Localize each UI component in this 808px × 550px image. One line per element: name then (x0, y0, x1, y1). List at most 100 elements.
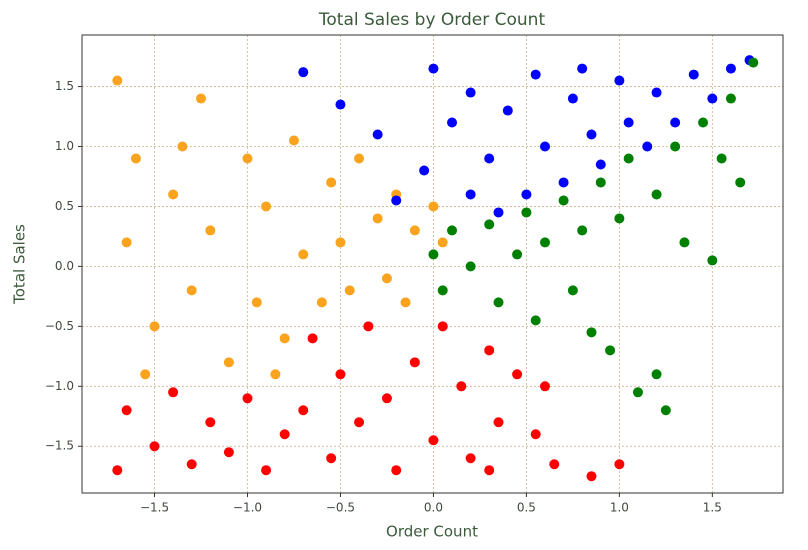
point (316, 297, 327, 308)
point (409, 225, 420, 236)
point (577, 225, 588, 236)
x-tick-label: 0.5 (517, 501, 536, 515)
point (748, 57, 759, 68)
point (567, 285, 578, 296)
point (502, 105, 513, 116)
point (112, 465, 123, 476)
x-tick-label: −0.5 (326, 501, 355, 515)
point (484, 465, 495, 476)
point (270, 369, 281, 380)
point (326, 453, 337, 464)
point (149, 441, 160, 452)
y-tick-label: 1.5 (55, 79, 74, 93)
point (121, 237, 132, 248)
point (391, 465, 402, 476)
point (326, 177, 337, 188)
point (707, 255, 718, 266)
point (465, 261, 476, 272)
point (447, 225, 458, 236)
y-tick-label: 1.0 (55, 139, 74, 153)
point (298, 249, 309, 260)
point (391, 195, 402, 206)
point (168, 387, 179, 398)
point (112, 75, 123, 86)
point (642, 141, 653, 152)
point (335, 99, 346, 110)
point (279, 429, 290, 440)
point (521, 207, 532, 218)
point (688, 69, 699, 80)
point (670, 141, 681, 152)
point (614, 459, 625, 470)
point (465, 87, 476, 98)
point (623, 153, 634, 164)
y-tick-label: 0.0 (55, 259, 74, 273)
point (428, 201, 439, 212)
point (623, 117, 634, 128)
y-tick-label: 0.5 (55, 199, 74, 213)
point (242, 393, 253, 404)
x-axis-label: Order Count (386, 523, 478, 541)
x-tick-label: 1.0 (610, 501, 629, 515)
point (261, 201, 272, 212)
point (428, 63, 439, 74)
x-tick-label: −1.0 (233, 501, 262, 515)
x-tick-label: −1.5 (140, 501, 169, 515)
point (670, 117, 681, 128)
point (447, 117, 458, 128)
point (493, 207, 504, 218)
point (381, 393, 392, 404)
point (354, 417, 365, 428)
point (437, 321, 448, 332)
point (409, 357, 420, 368)
point (419, 165, 430, 176)
point (512, 369, 523, 380)
point (298, 405, 309, 416)
point (512, 249, 523, 260)
x-tick-label: 0.0 (424, 501, 443, 515)
point (335, 369, 346, 380)
point (577, 63, 588, 74)
y-axis-label: Total Sales (11, 224, 29, 305)
point (586, 471, 597, 482)
point (707, 93, 718, 104)
point (428, 249, 439, 260)
point (251, 297, 262, 308)
point (261, 465, 272, 476)
point (595, 177, 606, 188)
point (149, 321, 160, 332)
point (586, 129, 597, 140)
point (651, 189, 662, 200)
point (530, 429, 541, 440)
point (242, 153, 253, 164)
point (614, 75, 625, 86)
point (679, 237, 690, 248)
point (130, 153, 141, 164)
point (651, 369, 662, 380)
point (400, 297, 411, 308)
point (660, 405, 671, 416)
point (530, 69, 541, 80)
point (205, 225, 216, 236)
point (335, 237, 346, 248)
point (595, 159, 606, 170)
point (614, 213, 625, 224)
point (196, 93, 207, 104)
point (372, 213, 383, 224)
point (428, 435, 439, 446)
point (168, 189, 179, 200)
point (484, 345, 495, 356)
point (539, 237, 550, 248)
point (465, 453, 476, 464)
point (288, 135, 299, 146)
x-tick-label: 1.5 (703, 501, 722, 515)
point (456, 381, 467, 392)
point (354, 153, 365, 164)
point (651, 87, 662, 98)
point (558, 177, 569, 188)
point (298, 67, 309, 78)
point (372, 129, 383, 140)
point (605, 345, 616, 356)
plot-frame (81, 34, 784, 494)
